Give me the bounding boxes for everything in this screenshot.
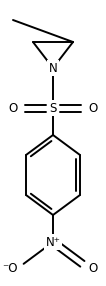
Text: N⁺: N⁺ [46,235,60,249]
Text: O: O [88,261,97,275]
Text: O: O [9,102,18,114]
Text: O: O [88,102,97,114]
Text: ⁻O: ⁻O [3,261,18,275]
Text: N: N [49,61,57,74]
Text: S: S [49,102,57,114]
